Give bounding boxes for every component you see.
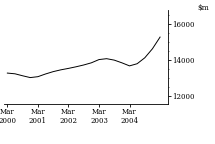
Y-axis label: $m: $m [198, 4, 210, 13]
